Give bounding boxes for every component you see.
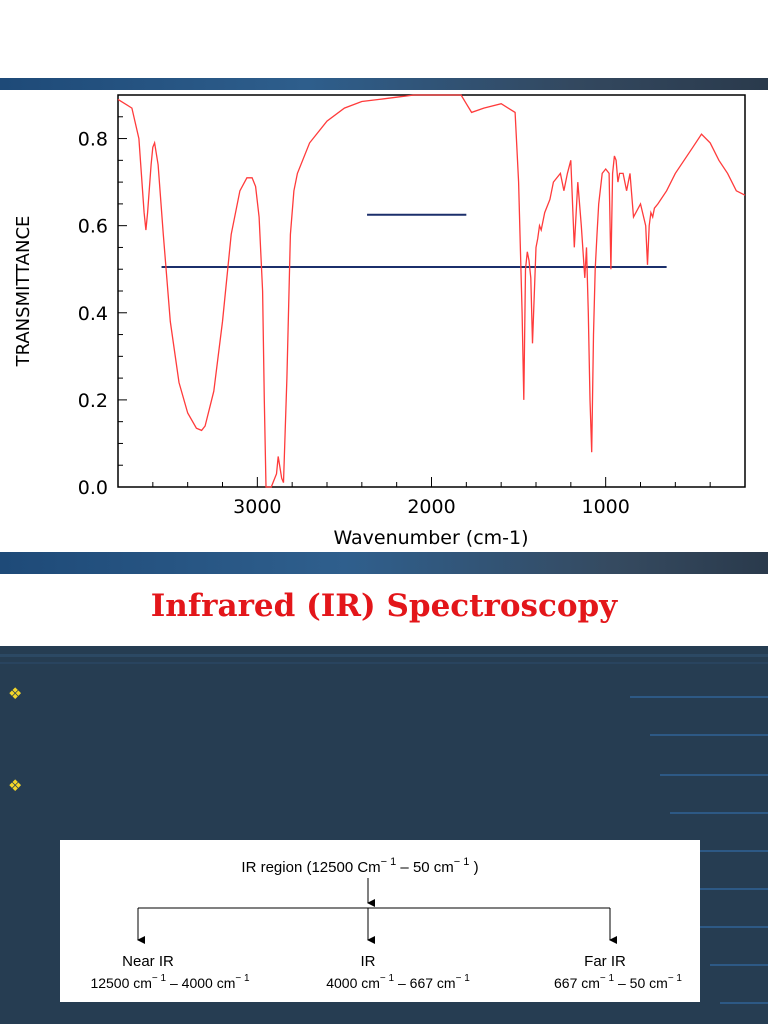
panel-stripe bbox=[700, 926, 768, 928]
diagram-root-label: IR region (12500 Cm− 1 – 50 cm− 1 ) bbox=[241, 856, 478, 876]
panel-stripe bbox=[650, 734, 768, 736]
y-axis-ticks: 0.0 0.2 0.4 0.6 0.8 bbox=[78, 94, 127, 499]
diagram-near-ir-range: 12500 cm− 1 – 4000 cm− 1 bbox=[90, 973, 250, 991]
panel-stripe bbox=[0, 662, 768, 664]
middle-accent-band bbox=[0, 552, 768, 574]
y-tick-label: 0.2 bbox=[78, 390, 108, 412]
panel-stripe bbox=[670, 812, 768, 814]
top-accent-band bbox=[0, 78, 768, 90]
diagram-ir-name: IR bbox=[361, 953, 376, 970]
title-strip bbox=[0, 574, 768, 646]
diagram-far-ir-range: 667 cm− 1 – 50 cm− 1 bbox=[554, 973, 682, 991]
diagram-ir-range: 4000 cm− 1 – 667 cm− 1 bbox=[326, 973, 470, 991]
plot-frame bbox=[117, 94, 746, 488]
x-tick-label: 3000 bbox=[233, 496, 281, 518]
panel-stripe bbox=[720, 1002, 768, 1004]
panel-stripe bbox=[660, 774, 768, 776]
overlay-lines bbox=[161, 213, 667, 269]
diagram-far-ir-name: Far IR bbox=[584, 953, 626, 970]
panel-stripe bbox=[630, 696, 768, 698]
x-tick-label: 1000 bbox=[581, 496, 629, 518]
four-diamond-bullet-icon: ❖ bbox=[8, 684, 23, 703]
y-tick-label: 0.6 bbox=[78, 216, 108, 238]
y-tick-label: 0.8 bbox=[78, 129, 108, 151]
x-axis-ticks: 3000 2000 1000 bbox=[117, 477, 746, 518]
x-axis-label: Wavenumber (cm-1) bbox=[333, 527, 528, 549]
y-axis-label: TRANSMITTANCE bbox=[13, 216, 34, 368]
ir-region-diagram: IR region (12500 Cm− 1 – 50 cm− 1 ) Near… bbox=[60, 840, 700, 1002]
panel-stripe bbox=[680, 850, 768, 852]
spectrum-series-line bbox=[117, 94, 746, 488]
y-tick-label: 0.4 bbox=[78, 303, 108, 325]
slide-title: Infrared (IR) Spectroscopy bbox=[150, 588, 618, 624]
panel-stripe bbox=[690, 888, 768, 890]
x-tick-label: 2000 bbox=[407, 496, 455, 518]
four-diamond-bullet-icon: ❖ bbox=[8, 776, 23, 795]
panel-stripe bbox=[710, 964, 768, 966]
panel-stripe bbox=[0, 654, 768, 657]
ir-region-diagram-svg: IR region (12500 Cm− 1 – 50 cm− 1 ) Near… bbox=[90, 856, 682, 991]
y-tick-label: 0.0 bbox=[78, 477, 108, 499]
ir-spectrum-chart: 0.0 0.2 0.4 0.6 0.8 3000 2000 1000 TRANSMITTAN… bbox=[13, 94, 746, 549]
diagram-near-ir-name: Near IR bbox=[122, 953, 174, 970]
